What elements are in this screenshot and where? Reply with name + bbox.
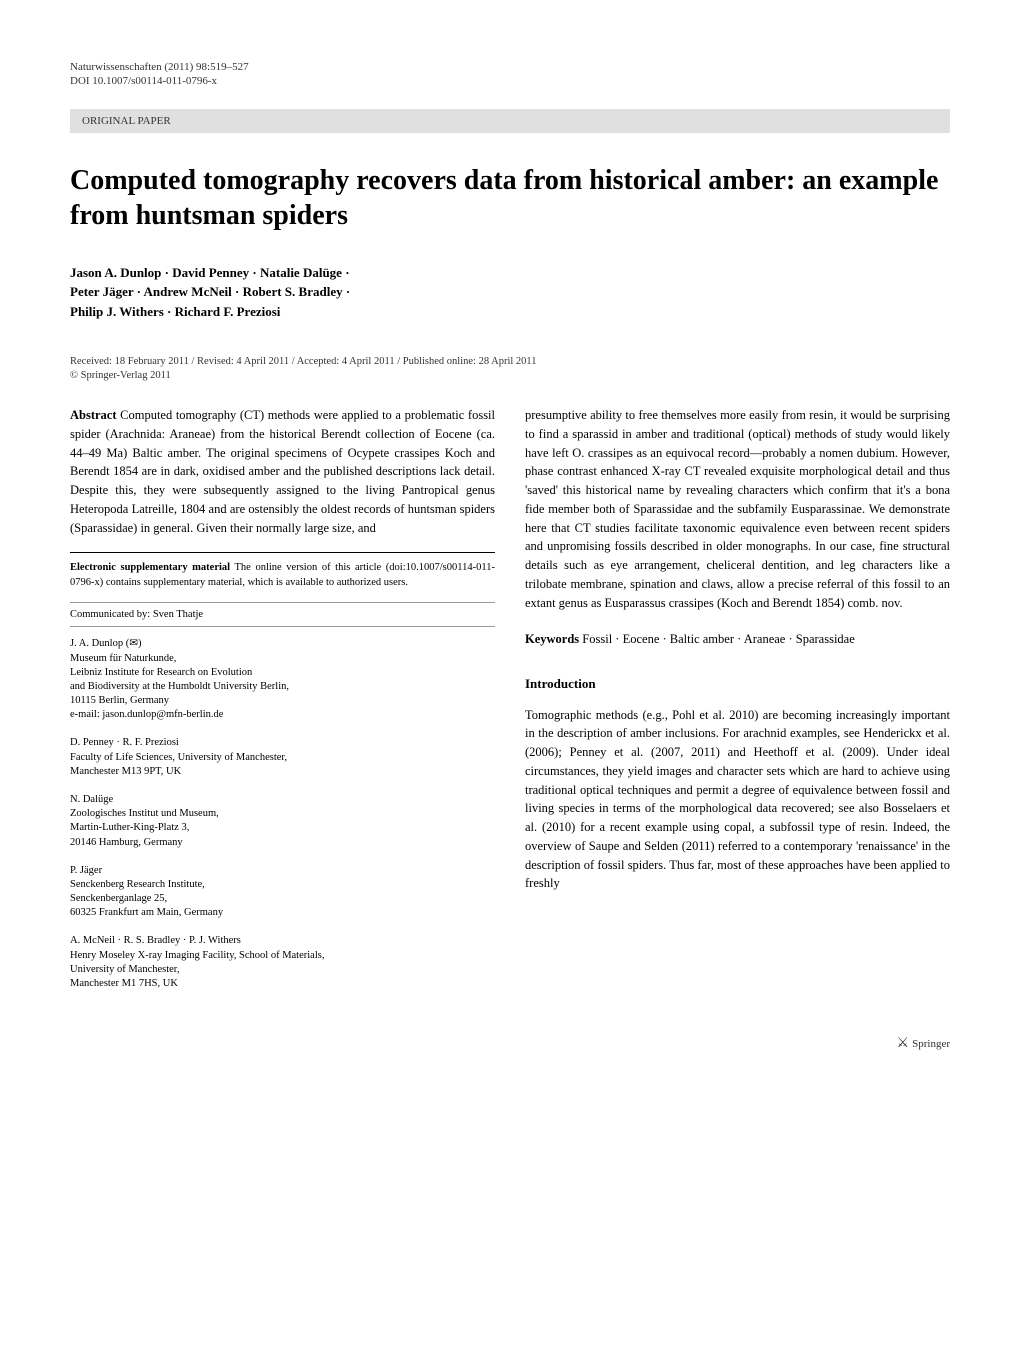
affiliation-block: A. McNeil · R. S. Bradley · P. J. Wither… — [70, 934, 495, 991]
authors: Jason A. Dunlop · David Penney · Natalie… — [70, 263, 950, 322]
affiliation-names: P. Jäger — [70, 864, 495, 878]
affiliation-block: D. Penney · R. F. PreziosiFaculty of Lif… — [70, 736, 495, 779]
abstract-text: Computed tomography (CT) methods were ap… — [70, 408, 495, 535]
article-title: Computed tomography recovers data from h… — [70, 163, 950, 233]
authors-line: Peter Jäger · Andrew McNeil · Robert S. … — [70, 282, 950, 302]
affiliation-names: D. Penney · R. F. Preziosi — [70, 736, 495, 750]
abstract-paragraph: Abstract Computed tomography (CT) method… — [70, 406, 495, 537]
right-column: presumptive ability to free themselves m… — [525, 406, 950, 1005]
publisher-footer: ⚔Springer — [70, 1035, 950, 1052]
communicated-by: Communicated by: Sven Thatje — [70, 602, 495, 628]
header-meta: Naturwissenschaften (2011) 98:519–527 DO… — [70, 60, 950, 89]
affiliation-line: Zoologisches Institut und Museum, — [70, 807, 495, 821]
affiliation-line: Faculty of Life Sciences, University of … — [70, 751, 495, 765]
affiliations: J. A. Dunlop (✉)Museum für Naturkunde,Le… — [70, 637, 495, 991]
supplementary-material: Electronic supplementary material The on… — [70, 561, 495, 589]
affiliation-block: P. JägerSenckenberg Research Institute,S… — [70, 864, 495, 921]
affiliation-line: Henry Moseley X-ray Imaging Facility, Sc… — [70, 949, 495, 963]
abstract-continuation: presumptive ability to free themselves m… — [525, 406, 950, 612]
affiliation-names: J. A. Dunlop (✉) — [70, 637, 495, 651]
left-column: Abstract Computed tomography (CT) method… — [70, 406, 495, 1005]
keywords: Keywords Fossil · Eocene · Baltic amber … — [525, 630, 950, 649]
springer-icon: ⚔ — [897, 1035, 910, 1052]
two-column-layout: Abstract Computed tomography (CT) method… — [70, 406, 950, 1005]
journal-citation: Naturwissenschaften (2011) 98:519–527 — [70, 60, 950, 74]
affiliation-line: e-mail: jason.dunlop@mfn-berlin.de — [70, 708, 495, 722]
copyright: © Springer-Verlag 2011 — [70, 370, 950, 381]
abstract-label: Abstract — [70, 408, 117, 422]
affiliation-line: and Biodiversity at the Humboldt Univers… — [70, 680, 495, 694]
introduction-text: Tomographic methods (e.g., Pohl et al. 2… — [525, 706, 950, 894]
doi: DOI 10.1007/s00114-011-0796-x — [70, 74, 950, 88]
affiliation-line: 20146 Hamburg, Germany — [70, 836, 495, 850]
keywords-text: Fossil · Eocene · Baltic amber · Araneae… — [579, 632, 855, 646]
affiliation-line: 10115 Berlin, Germany — [70, 694, 495, 708]
affiliation-block: N. DalügeZoologisches Institut und Museu… — [70, 793, 495, 850]
affiliation-line: Manchester M1 7HS, UK — [70, 977, 495, 991]
supplementary-label: Electronic supplementary material — [70, 562, 230, 573]
divider — [70, 552, 495, 553]
affiliation-line: 60325 Frankfurt am Main, Germany — [70, 906, 495, 920]
keywords-label: Keywords — [525, 632, 579, 646]
affiliation-names: N. Dalüge — [70, 793, 495, 807]
affiliation-line: Museum für Naturkunde, — [70, 652, 495, 666]
authors-line: Jason A. Dunlop · David Penney · Natalie… — [70, 263, 950, 283]
affiliation-line: Senckenberganlage 25, — [70, 892, 495, 906]
article-dates: Received: 18 February 2011 / Revised: 4 … — [70, 356, 950, 367]
affiliation-line: Martin-Luther-King-Platz 3, — [70, 821, 495, 835]
affiliation-line: University of Manchester, — [70, 963, 495, 977]
section-label: ORIGINAL PAPER — [70, 109, 950, 133]
affiliation-names: A. McNeil · R. S. Bradley · P. J. Wither… — [70, 934, 495, 948]
affiliation-line: Leibniz Institute for Research on Evolut… — [70, 666, 495, 680]
introduction-heading: Introduction — [525, 674, 950, 694]
authors-line: Philip J. Withers · Richard F. Preziosi — [70, 302, 950, 322]
publisher-name: Springer — [912, 1038, 950, 1050]
affiliation-line: Manchester M13 9PT, UK — [70, 765, 495, 779]
affiliation-block: J. A. Dunlop (✉)Museum für Naturkunde,Le… — [70, 637, 495, 722]
affiliation-line: Senckenberg Research Institute, — [70, 878, 495, 892]
